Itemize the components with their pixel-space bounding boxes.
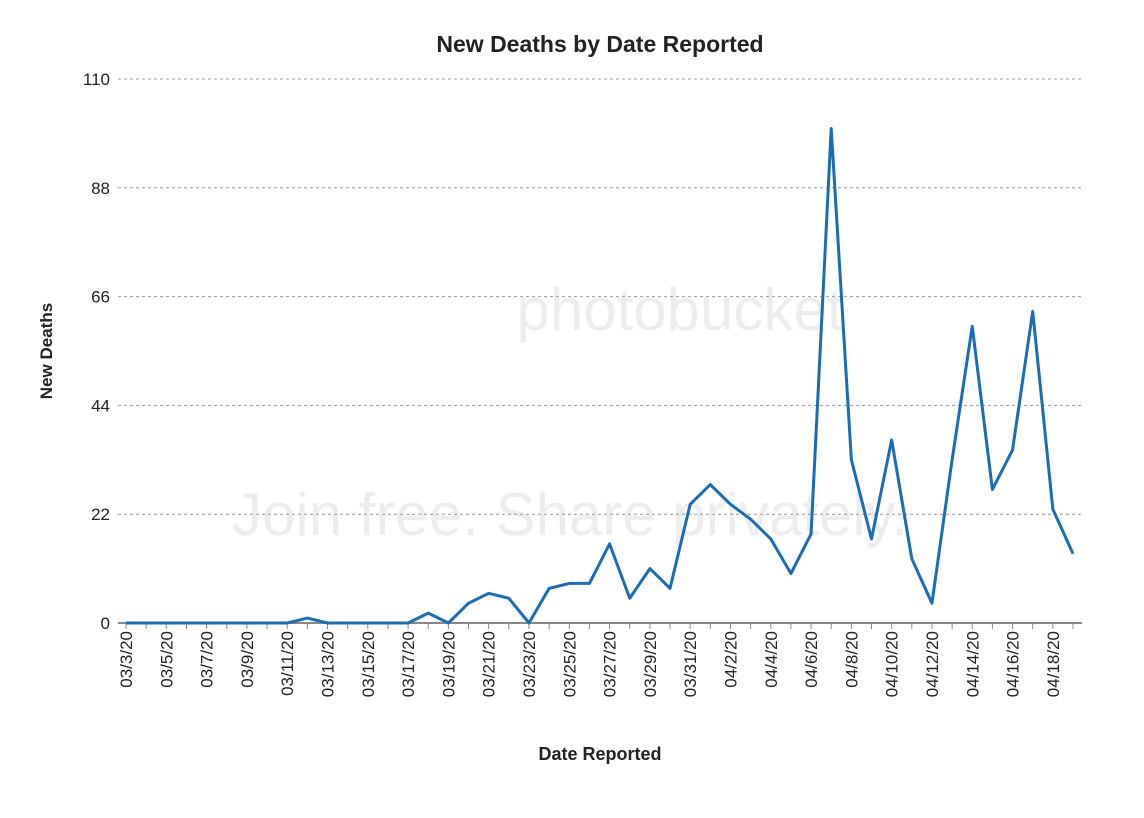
x-tick-label: 03/21/20 [480, 631, 499, 697]
x-tick-label: 04/10/20 [883, 631, 902, 697]
x-tick-label: 03/25/20 [560, 631, 579, 697]
y-tick-label: 44 [91, 396, 110, 415]
x-tick-label: 03/13/20 [318, 631, 337, 697]
x-tick-label: 03/9/20 [238, 631, 257, 688]
x-tick-label: 04/16/20 [1004, 631, 1023, 697]
x-tick-label: 04/8/20 [842, 631, 861, 688]
y-tick-label: 66 [91, 288, 110, 307]
x-tick-label: 03/5/20 [157, 631, 176, 688]
y-tick-label: 22 [91, 505, 110, 524]
x-tick-label: 03/27/20 [601, 631, 620, 697]
y-tick-label: 110 [83, 70, 110, 89]
x-tick-label: 04/18/20 [1044, 631, 1063, 697]
x-tick-label: 03/17/20 [399, 631, 418, 697]
y-tick-label: 88 [91, 179, 110, 198]
data-line [126, 126, 1075, 625]
x-tick-label: 03/3/20 [117, 631, 136, 688]
x-tick-label: 03/7/20 [198, 631, 217, 688]
x-tick-label: 04/6/20 [802, 631, 821, 688]
x-tick-label: 03/31/20 [681, 631, 700, 697]
x-tick-label: 04/4/20 [762, 631, 781, 688]
x-tick-label: 04/12/20 [923, 631, 942, 697]
x-tick-label: 04/2/20 [721, 631, 740, 688]
x-tick-label: 03/15/20 [359, 631, 378, 697]
x-tick-label: 03/29/20 [641, 631, 660, 697]
x-tick-label: 03/23/20 [520, 631, 539, 697]
x-axis-title: Date Reported [538, 744, 661, 764]
chart-title: New Deaths by Date Reported [436, 31, 763, 57]
x-tick-label: 03/19/20 [439, 631, 458, 697]
watermark: photobucket [517, 276, 844, 343]
x-tick-label: 04/14/20 [963, 631, 982, 697]
y-tick-label: 0 [101, 614, 110, 633]
y-axis-title: New Deaths [37, 303, 56, 399]
x-tick-label: 03/11/20 [278, 631, 297, 696]
